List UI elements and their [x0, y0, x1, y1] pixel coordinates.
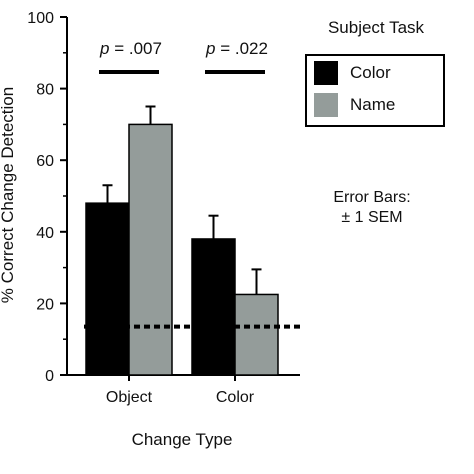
- y-tick-label: 40: [36, 225, 54, 242]
- error-bars-note-line1: Error Bars:: [333, 189, 410, 206]
- y-axis-title: % Correct Change Detection: [0, 87, 17, 303]
- y-tick-label: 20: [36, 296, 54, 313]
- y-tick-label: 60: [36, 153, 54, 170]
- legend: Subject Task Color Name: [305, 18, 445, 127]
- p-value-label: p = .007: [99, 39, 162, 58]
- legend-swatch-name: [314, 93, 338, 117]
- p-value-label: p = .022: [205, 39, 268, 58]
- legend-title: Subject Task: [328, 18, 425, 37]
- bars: [85, 123, 279, 376]
- error-bars: [102, 105, 262, 295]
- x-axis: Object Color: [67, 374, 300, 406]
- y-tick-label: 80: [36, 82, 54, 99]
- bar-color-color: [191, 238, 236, 376]
- x-tick-label: Color: [216, 389, 255, 406]
- y-tick-label: 100: [27, 10, 54, 27]
- bar-color-object: [85, 202, 130, 376]
- legend-label-color: Color: [350, 63, 391, 82]
- legend-label-name: Name: [350, 95, 395, 114]
- bar-name-object: [128, 123, 173, 376]
- bar-name-color: [234, 293, 279, 376]
- legend-swatch-color: [314, 61, 338, 85]
- y-tick-label: 0: [45, 368, 54, 385]
- significance-annotations: p = .007 p = .022: [99, 39, 268, 74]
- error-bars-note-line2: ± 1 SEM: [341, 209, 402, 226]
- y-axis: 0 20 40 60 80 100: [27, 10, 68, 385]
- x-tick-label: Object: [106, 389, 153, 406]
- x-axis-title: Change Type: [132, 430, 233, 449]
